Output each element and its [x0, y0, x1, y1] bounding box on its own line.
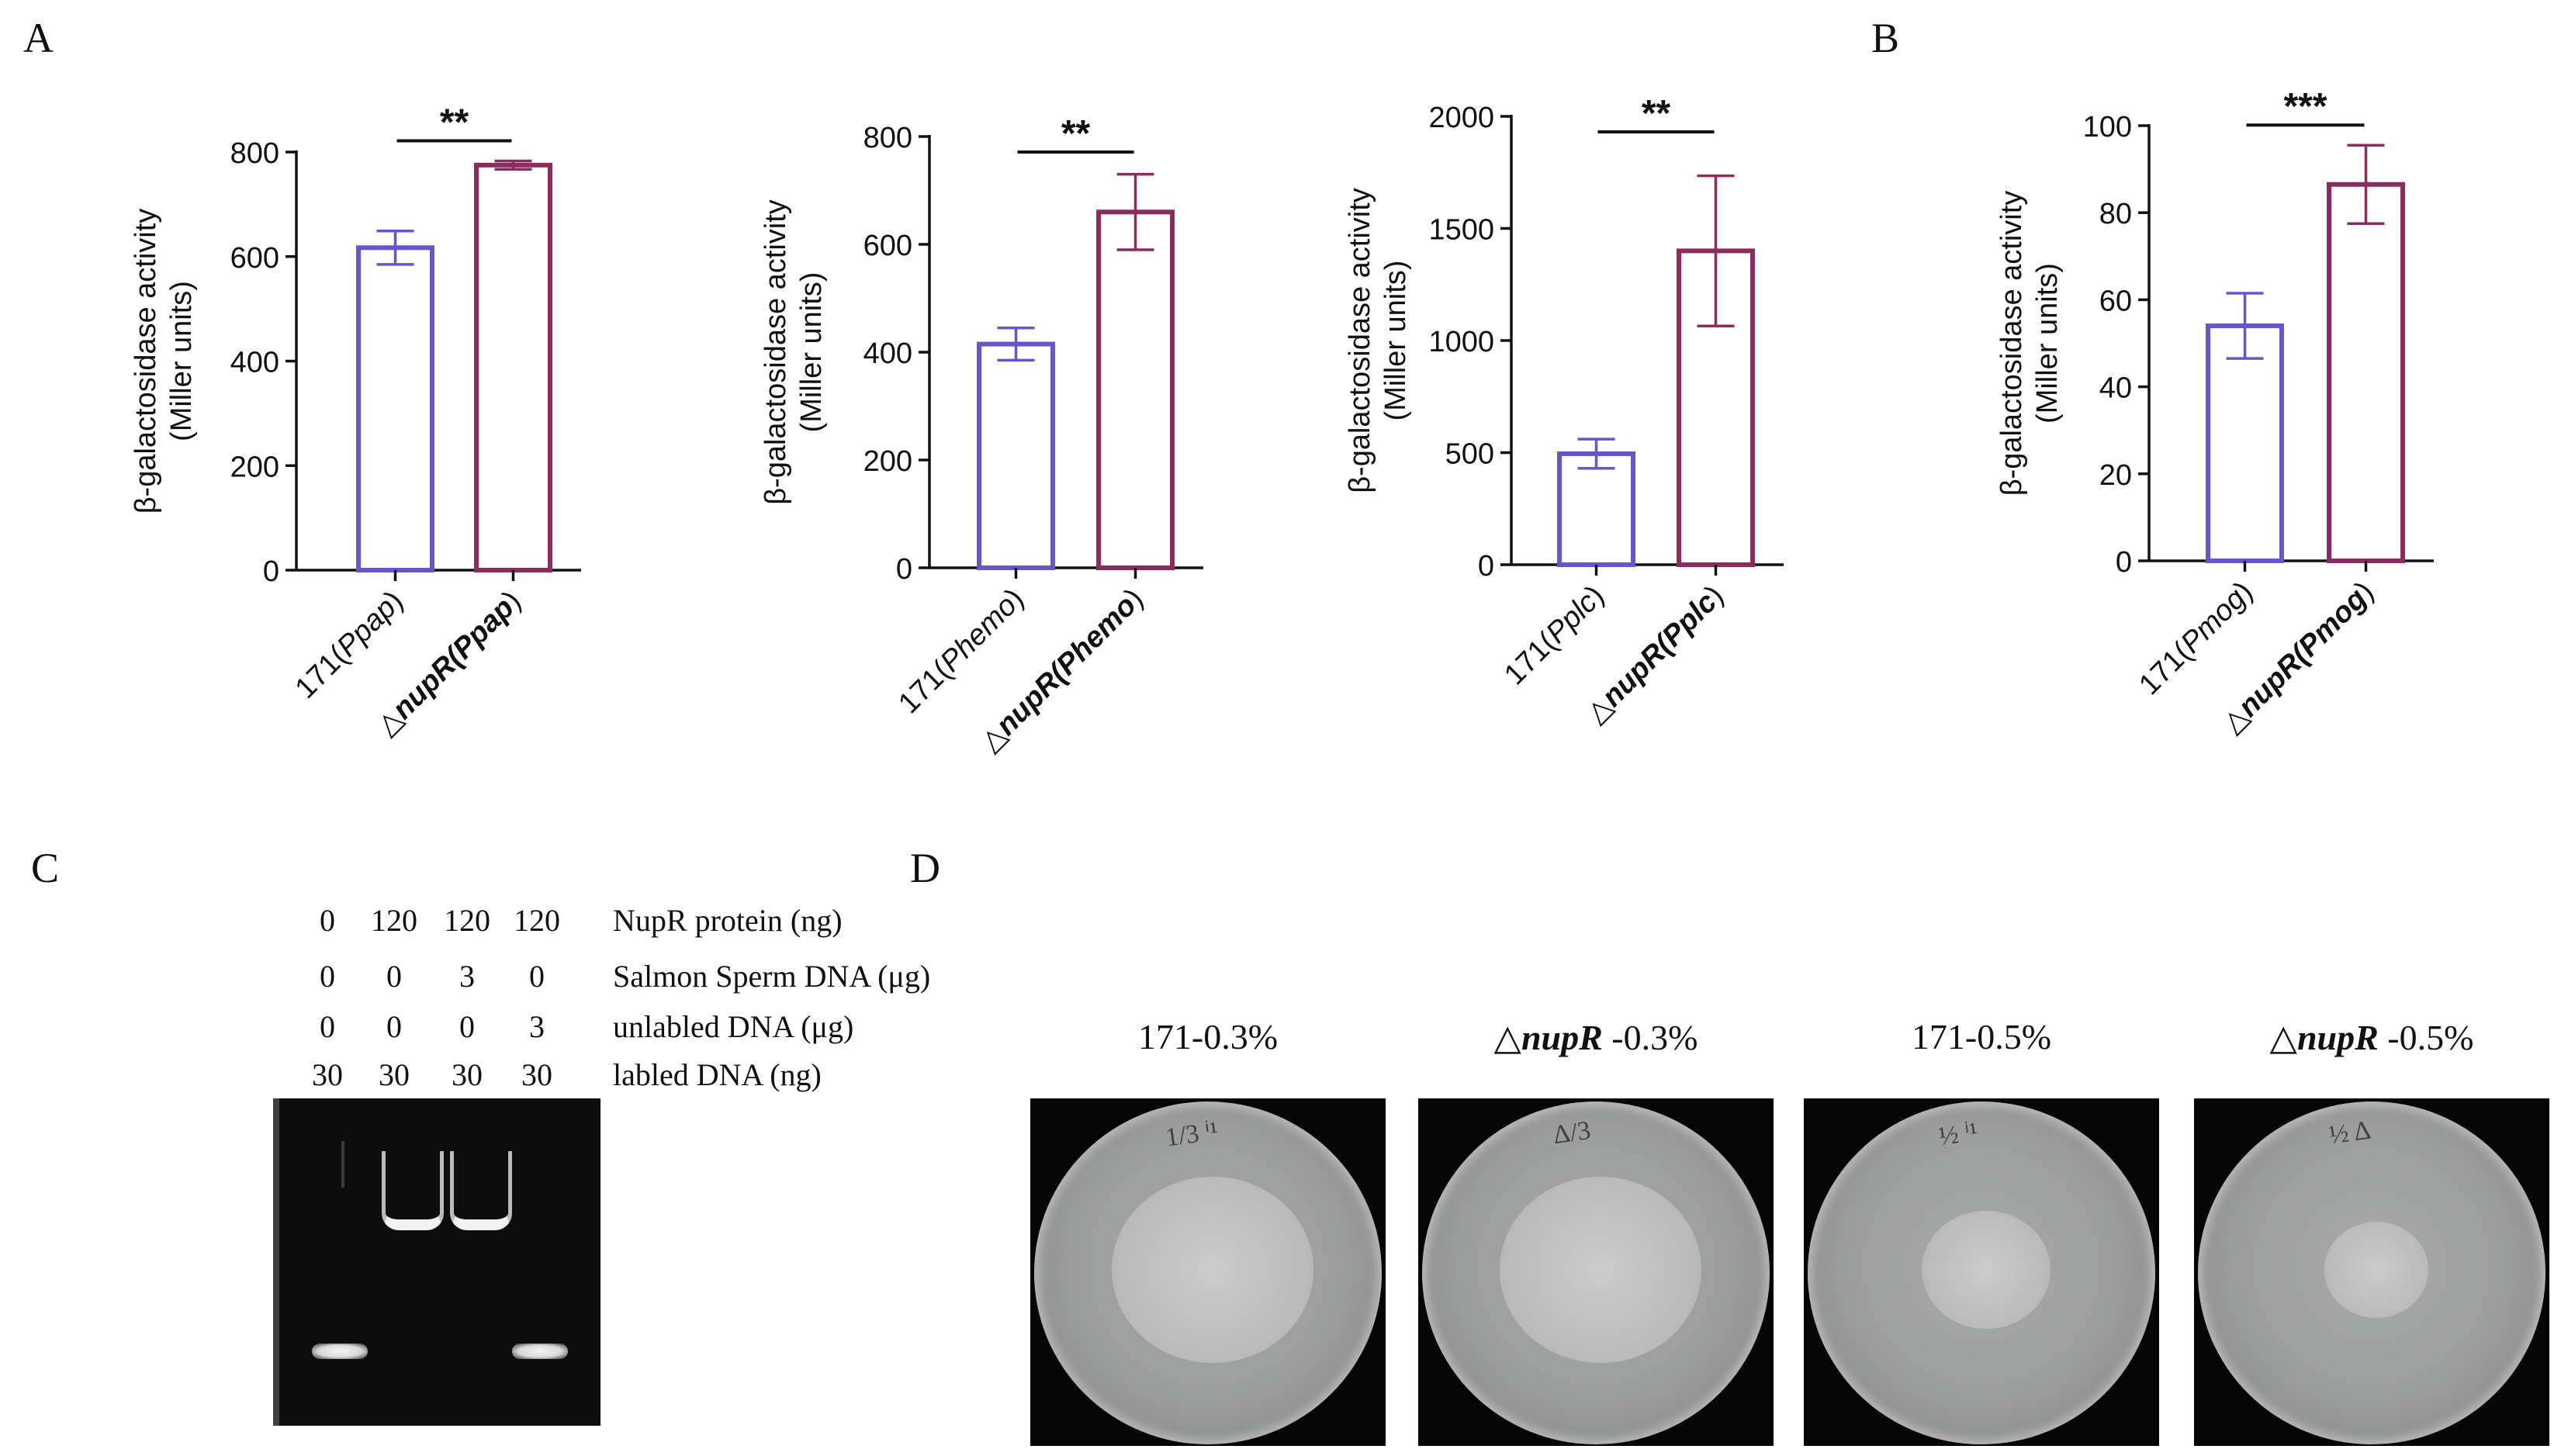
bar-mutant: [1096, 209, 1175, 570]
panel-letter-a: A: [23, 15, 54, 61]
panel-letter-d: D: [910, 845, 940, 891]
y-tick-label: 100: [2083, 111, 2132, 144]
y-tick-label: 80: [2099, 198, 2132, 230]
gel-band-free-probe: [312, 1344, 368, 1359]
emsa-condition-value: 0: [386, 1009, 402, 1044]
x-tick-label: 171(Pplc): [1498, 579, 1611, 692]
y-tick-label: 0: [263, 555, 279, 588]
y-tick-label: 200: [230, 451, 279, 483]
bar-control: [2206, 323, 2284, 563]
significance-label: ***: [2283, 86, 2327, 127]
swarm-colony: [1112, 1177, 1313, 1363]
significance-label: **: [440, 102, 469, 143]
y-tick-label: 60: [2099, 285, 2132, 317]
emsa-condition-value: 0: [320, 959, 335, 994]
y-tick-label: 0: [1478, 550, 1494, 583]
significance-label: **: [1642, 93, 1671, 134]
chart-4: 0 20 40 60 80 100 β-galactosidase activity (Mil…: [1995, 86, 2434, 739]
significance-label: **: [1061, 113, 1091, 154]
emsa-condition-label: Salmon Sperm DNA (μg): [613, 959, 931, 994]
plate-label: 171-0.3%: [1137, 1017, 1279, 1057]
y-tick-label: 0: [2116, 546, 2132, 579]
emsa-condition-label: labled DNA (ng): [613, 1057, 822, 1092]
y-tick-label: 600: [863, 230, 912, 262]
y-tick-label: 1500: [1428, 214, 1494, 247]
y-tick-label: 600: [230, 242, 279, 275]
plate-photo: Δ/3: [1418, 1098, 1774, 1446]
y-tick-label: 400: [230, 347, 279, 379]
plate-photo: 1/3 ⁱ¹: [1030, 1098, 1386, 1446]
y-tick-label: 1000: [1428, 326, 1494, 358]
handwritten-mark: Δ/3: [1551, 1115, 1593, 1150]
swarm-colony: [1500, 1177, 1701, 1363]
plate-photo: ½ Δ: [2194, 1098, 2549, 1446]
y-axis-label: β-galactosidase activity: [130, 209, 162, 514]
emsa-condition-value: 0: [386, 959, 402, 994]
swarm-colony: [2324, 1222, 2429, 1318]
plate-label: △nupR -0.5%: [2269, 1018, 2474, 1057]
y-tick-label: 2000: [1428, 102, 1494, 134]
y-axis-label: (Miller units): [1379, 261, 1412, 421]
gel-band-shifted: [450, 1151, 512, 1230]
y-axis-label: β-galactosidase activity: [760, 199, 792, 505]
bar-control: [1557, 451, 1635, 567]
emsa-condition-value: 3: [459, 959, 475, 994]
handwritten-mark: ½ Δ: [2327, 1115, 2373, 1150]
emsa-condition-value: 30: [379, 1057, 410, 1092]
x-tick-label: 171(Pmog): [2133, 576, 2259, 702]
emsa-gel-image: [273, 1098, 600, 1426]
gel-band-free-probe: [512, 1344, 568, 1359]
emsa-condition-label: NupR protein (ng): [613, 903, 843, 938]
y-axis-label: β-galactosidase activity: [1344, 188, 1376, 493]
emsa-condition-value: 120: [371, 903, 417, 938]
gel-edge: [273, 1098, 279, 1426]
swarm-colony: [1922, 1210, 2051, 1330]
y-tick-label: 800: [230, 137, 279, 170]
y-axis-label: β-galactosidase activity: [1995, 191, 2028, 496]
y-tick-label: 40: [2099, 372, 2132, 405]
emsa-condition-value: 0: [459, 1009, 475, 1044]
y-tick-label: 400: [863, 337, 912, 370]
emsa-condition-value: 30: [452, 1057, 483, 1092]
y-tick-label: 20: [2099, 459, 2132, 492]
chart-3: 0 500 1000 1500 2000 β-galactosidase activity…: [1344, 93, 1784, 729]
emsa-condition-label: unlabled DNA (μg): [613, 1009, 854, 1044]
y-axis-label: (Miller units): [165, 281, 198, 441]
emsa-conditions-table: 0 120 120 120 NupR protein (ng) 0 0 3 0 Salmon Sp…: [0, 0, 1032, 1102]
handwritten-mark: ½ ⁱ¹: [1936, 1117, 1980, 1152]
panel-letter-b: B: [1871, 15, 1900, 61]
panel-letter-c: C: [31, 845, 60, 891]
gel-well-mark: [341, 1141, 344, 1188]
y-tick-label: 0: [896, 553, 912, 586]
emsa-condition-value: 120: [514, 903, 560, 938]
y-tick-label: 500: [1445, 438, 1494, 471]
gel-band-shifted: [382, 1151, 444, 1230]
y-axis-label: (Miller units): [2031, 263, 2064, 424]
plate-label: △nupR -0.3%: [1493, 1018, 1698, 1057]
emsa-condition-value: 0: [529, 959, 545, 994]
y-axis-label: (Miller units): [795, 272, 828, 433]
y-tick-label: 800: [863, 122, 912, 154]
plate-label: 171-0.5%: [1911, 1017, 2052, 1057]
emsa-condition-value: 3: [529, 1009, 545, 1044]
y-tick-label: 200: [863, 445, 912, 478]
emsa-condition-value: 0: [320, 1009, 335, 1044]
bar-mutant: [2327, 182, 2405, 564]
emsa-condition-value: 0: [320, 903, 335, 938]
emsa-condition-value: 120: [444, 903, 490, 938]
plate-photo: ½ ⁱ¹: [1804, 1098, 2159, 1446]
emsa-condition-value: 30: [521, 1057, 552, 1092]
emsa-condition-value: 30: [312, 1057, 343, 1092]
